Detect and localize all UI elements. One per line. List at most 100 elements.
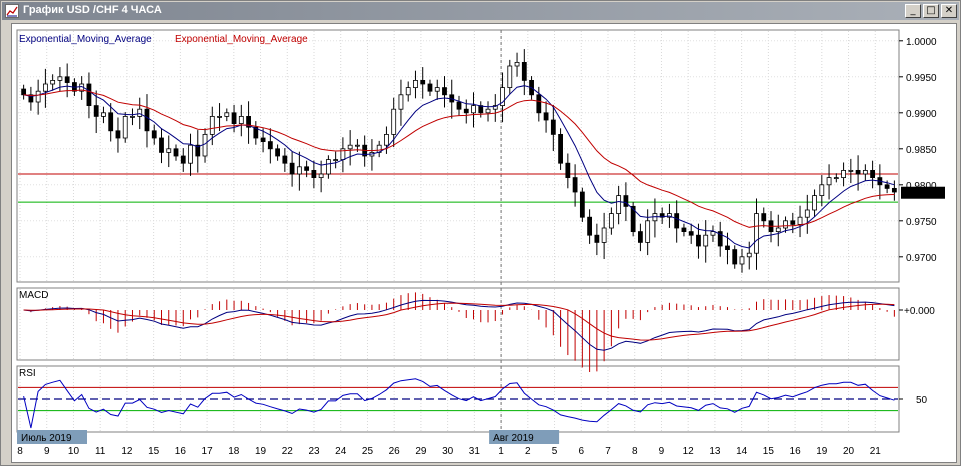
candle-body (717, 231, 723, 247)
time-axis-day-label: 5 (552, 446, 558, 457)
candle-body (775, 227, 781, 232)
candle-body (463, 108, 469, 114)
time-axis-day-label: 16 (790, 446, 802, 457)
candle-body (246, 116, 251, 128)
candle-body (855, 169, 861, 175)
candle-body (732, 249, 738, 265)
candle-body (413, 80, 418, 89)
candle-body (754, 213, 759, 254)
candle-body (667, 213, 672, 218)
time-axis-day-label: 6 (578, 446, 584, 457)
candle-body (42, 83, 48, 92)
candle-body (35, 90, 41, 103)
time-axis-day-label: 29 (415, 446, 427, 457)
candle-body (587, 216, 593, 236)
time-axis-day-label: 11 (95, 446, 106, 457)
minimize-button[interactable]: _ (905, 4, 921, 18)
time-axis-day-label: 17 (202, 446, 214, 457)
candle-body (188, 144, 193, 164)
candle-body (151, 130, 157, 139)
candle-body (217, 116, 222, 118)
candle-body (115, 130, 121, 139)
candle-body (623, 195, 629, 207)
candle-body (325, 159, 331, 175)
time-axis-day-label: 8 (17, 446, 23, 457)
chart-app-icon (5, 4, 19, 18)
candle-body (543, 112, 549, 121)
candle-body (405, 87, 411, 96)
rsi-level-label: 50 (916, 395, 928, 406)
candle-body (50, 80, 56, 85)
price-axis-label: 0.9950 (906, 73, 937, 84)
candle-body (282, 155, 288, 164)
candle-body (159, 137, 164, 153)
candle-body (594, 234, 600, 243)
time-axis-day-label: 9 (659, 446, 665, 457)
price-axis-label: 0.9750 (906, 217, 937, 228)
legend-ema-slow: Exponential_Moving_Average (175, 34, 308, 45)
candle-body (826, 177, 832, 186)
title-bar[interactable]: График USD /CHF 4 ЧАСА _ □ ✕ (2, 2, 959, 20)
candle-body (384, 134, 389, 146)
candle-body (130, 116, 135, 118)
price-axis-label: 0.9900 (906, 109, 937, 120)
candle-body (819, 184, 825, 197)
time-axis-day-label: 14 (736, 446, 748, 457)
price-axis-label: 1.0000 (906, 37, 937, 48)
candle-body (891, 187, 897, 193)
candle-body (275, 148, 280, 157)
candle-body (616, 195, 622, 215)
candle-body (267, 141, 273, 150)
price-axis-label: 0.9850 (906, 145, 937, 156)
ema-fast-line (23, 85, 895, 249)
candle-body (608, 213, 614, 229)
candle-body (790, 220, 796, 225)
chart-area[interactable]: 8 9 10 11 12 15 16 17 18 19 22 23 24 25 26 29 30 31 1 2 5 6 7 8… (11, 23, 957, 463)
candle-body (536, 94, 542, 114)
candle-body (347, 144, 353, 150)
candle-body (761, 213, 767, 222)
candle-body (21, 88, 27, 96)
candle-body (180, 155, 186, 164)
candle-body (630, 205, 636, 232)
candle-body (565, 162, 571, 178)
legend-ema-fast: Exponential_Moving_Average (19, 34, 152, 45)
candle-body (558, 134, 563, 164)
macd-panel (16, 287, 900, 361)
candle-body (471, 105, 476, 114)
time-axis-day-label: 10 (68, 446, 80, 457)
candle-body (202, 134, 208, 157)
candle-body (64, 76, 70, 83)
candle-body (550, 119, 556, 135)
macd-level-label: +0.000 (904, 306, 935, 317)
time-axis-day-label: 30 (442, 446, 454, 457)
candle-body (710, 231, 716, 236)
chart-canvas[interactable]: 8 9 10 11 12 15 16 17 18 19 22 23 24 25 26 29 30 31 1 2 5 6 7 8… (12, 24, 956, 462)
candle-body (703, 234, 709, 247)
candle-body (318, 173, 324, 178)
time-axis-day-label: 23 (308, 446, 320, 457)
time-axis-day-label: 19 (255, 446, 267, 457)
candle-body (645, 220, 651, 243)
time-axis-day-label: 1 (498, 446, 504, 457)
candle-body (521, 62, 527, 81)
candle-body (638, 231, 643, 243)
maximize-button[interactable]: □ (923, 4, 939, 18)
candle-body (144, 108, 150, 132)
candle-body (108, 112, 114, 132)
candle-body (420, 80, 426, 85)
candle-body (884, 184, 890, 189)
candle-body (696, 234, 701, 247)
candle-body (434, 87, 440, 92)
candle-body (681, 227, 687, 232)
ema-slow-line (23, 89, 895, 228)
candle-body (57, 76, 63, 81)
candle-body (86, 83, 92, 107)
candle-body (572, 177, 578, 193)
candle-body (514, 62, 520, 67)
close-button[interactable]: ✕ (941, 4, 957, 18)
main-price-panel (16, 29, 900, 283)
candle-body (841, 169, 846, 178)
price-axis-label: 0.9700 (906, 253, 937, 264)
time-axis-day-label: 12 (121, 446, 133, 457)
